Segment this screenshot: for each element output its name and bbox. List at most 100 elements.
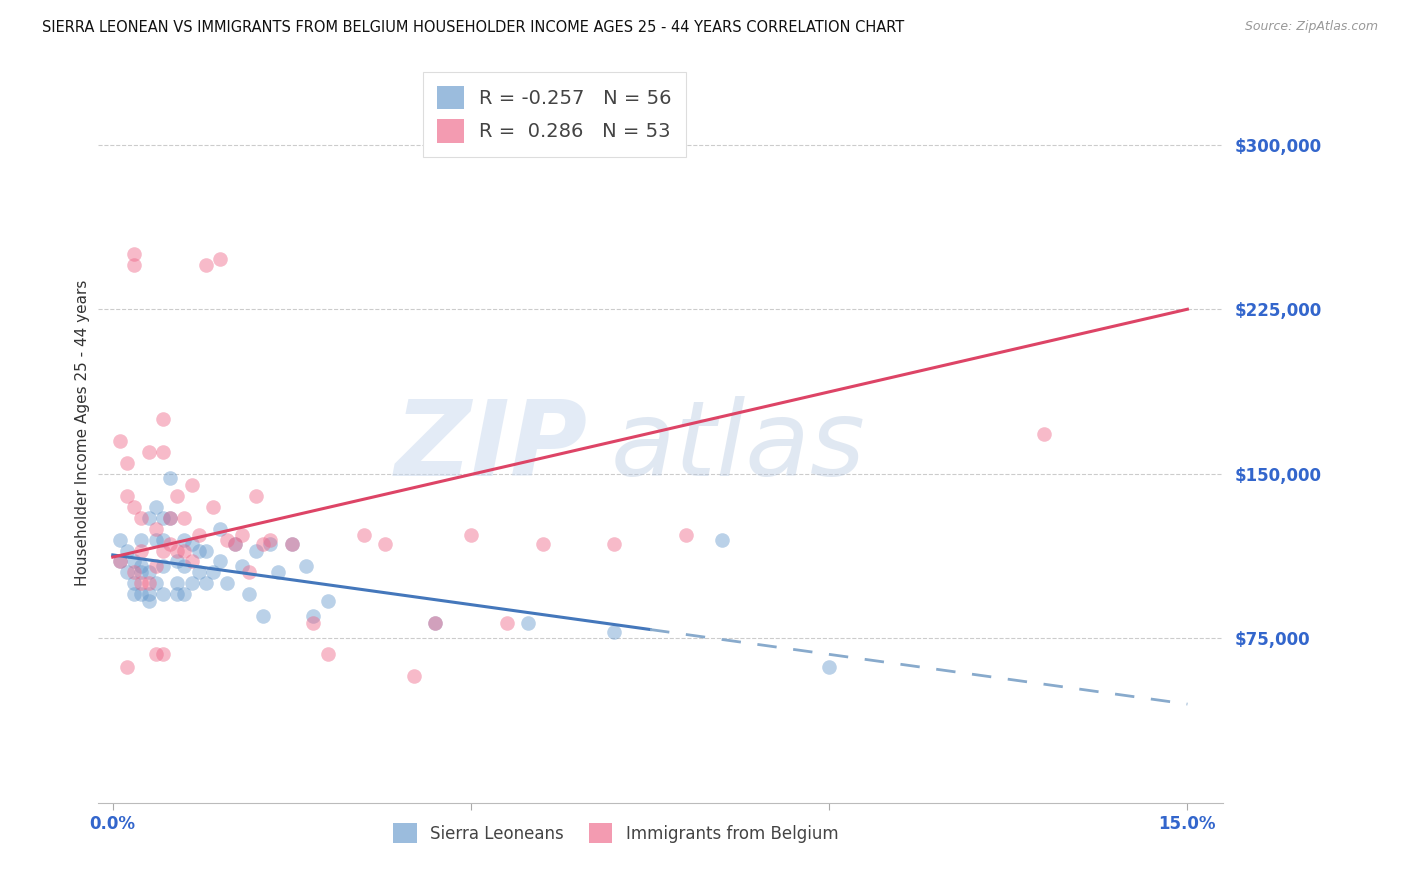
Point: [252, 609, 274, 624]
Point: [131, 566, 153, 580]
Point: [159, 537, 181, 551]
Point: [122, 587, 145, 601]
Point: [152, 647, 174, 661]
Point: [138, 510, 160, 524]
Point: [131, 510, 153, 524]
Point: [138, 587, 160, 601]
Point: [131, 587, 153, 601]
Point: [152, 510, 174, 524]
Point: [138, 445, 160, 459]
Point: [217, 533, 239, 547]
Point: [115, 456, 138, 470]
Point: [108, 554, 131, 568]
Point: [187, 566, 209, 580]
Point: [187, 543, 209, 558]
Point: [202, 500, 225, 514]
Point: [108, 533, 131, 547]
Point: [108, 554, 131, 568]
Point: [245, 489, 267, 503]
Point: [495, 615, 517, 630]
Point: [173, 533, 195, 547]
Point: [231, 528, 253, 542]
Point: [152, 587, 174, 601]
Point: [259, 537, 281, 551]
Text: Source: ZipAtlas.com: Source: ZipAtlas.com: [1244, 20, 1378, 33]
Point: [122, 554, 145, 568]
Point: [122, 576, 145, 591]
Point: [402, 668, 425, 682]
Point: [145, 533, 167, 547]
Point: [302, 609, 325, 624]
Point: [145, 647, 167, 661]
Point: [115, 566, 138, 580]
Point: [108, 434, 131, 448]
Point: [202, 566, 225, 580]
Point: [173, 558, 195, 573]
Point: [138, 566, 160, 580]
Point: [180, 554, 202, 568]
Point: [245, 543, 267, 558]
Text: SIERRA LEONEAN VS IMMIGRANTS FROM BELGIUM HOUSEHOLDER INCOME AGES 25 - 44 YEARS : SIERRA LEONEAN VS IMMIGRANTS FROM BELGIU…: [42, 20, 904, 35]
Point: [281, 537, 304, 551]
Point: [152, 445, 174, 459]
Point: [187, 528, 209, 542]
Point: [302, 615, 325, 630]
Point: [173, 543, 195, 558]
Point: [194, 576, 217, 591]
Point: [281, 537, 304, 551]
Point: [266, 566, 288, 580]
Text: ZIP: ZIP: [395, 396, 588, 499]
Point: [224, 537, 246, 551]
Point: [194, 258, 217, 272]
Point: [159, 510, 181, 524]
Point: [159, 510, 181, 524]
Point: [224, 537, 246, 551]
Point: [166, 576, 188, 591]
Point: [710, 533, 733, 547]
Point: [131, 543, 153, 558]
Point: [259, 533, 281, 547]
Point: [231, 558, 253, 573]
Point: [122, 500, 145, 514]
Point: [138, 576, 160, 591]
Point: [131, 558, 153, 573]
Legend: Sierra Leoneans, Immigrants from Belgium: Sierra Leoneans, Immigrants from Belgium: [387, 816, 845, 850]
Point: [374, 537, 396, 551]
Point: [238, 566, 260, 580]
Point: [145, 558, 167, 573]
Point: [152, 543, 174, 558]
Point: [675, 528, 697, 542]
Point: [122, 247, 145, 261]
Point: [531, 537, 554, 551]
Point: [173, 510, 195, 524]
Y-axis label: Householder Income Ages 25 - 44 years: Householder Income Ages 25 - 44 years: [75, 279, 90, 586]
Point: [209, 252, 232, 266]
Point: [316, 647, 339, 661]
Point: [209, 522, 232, 536]
Point: [423, 615, 446, 630]
Point: [217, 576, 239, 591]
Point: [152, 533, 174, 547]
Point: [122, 258, 145, 272]
Point: [122, 566, 145, 580]
Point: [145, 522, 167, 536]
Point: [115, 489, 138, 503]
Point: [131, 576, 153, 591]
Point: [1033, 427, 1056, 442]
Point: [194, 543, 217, 558]
Point: [517, 615, 540, 630]
Point: [159, 471, 181, 485]
Point: [180, 576, 202, 591]
Text: atlas: atlas: [610, 396, 865, 499]
Point: [603, 537, 626, 551]
Point: [166, 587, 188, 601]
Point: [131, 533, 153, 547]
Point: [209, 554, 232, 568]
Point: [173, 587, 195, 601]
Point: [460, 528, 482, 542]
Point: [145, 500, 167, 514]
Point: [138, 594, 160, 608]
Point: [166, 489, 188, 503]
Point: [423, 615, 446, 630]
Point: [145, 576, 167, 591]
